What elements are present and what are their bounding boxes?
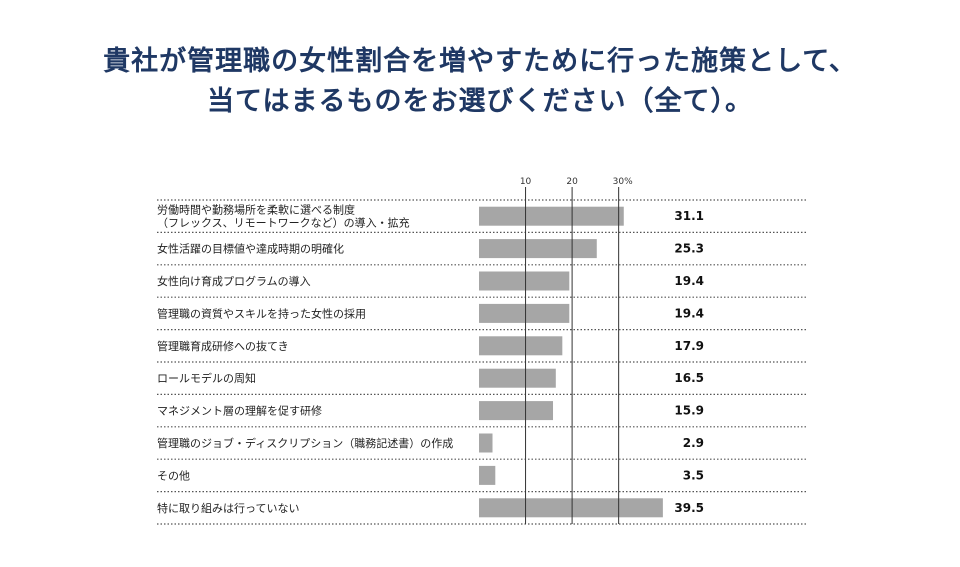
value-label: 15.9 [674,404,704,418]
value-label: 3.5 [683,468,704,482]
bar [479,271,570,291]
tick-label: 30% [613,177,633,187]
category-label: 管理職のジョブ・ディスクリプション（職務記述書）の作成 [157,436,453,450]
chart-title: 貴社が管理職の女性割合を増やすために行った施策として、 当てはまるものをお選びく… [0,42,960,122]
bar [479,336,563,356]
category-label: その他 [157,469,190,482]
bar [479,239,597,259]
tick-label: 10 [520,177,532,187]
category-label: 労働時間や勤務場所を柔軟に選べる制度 [157,203,355,217]
category-label: 女性活躍の目標値や達成時期の明確化 [157,242,344,256]
chart-title-line-1: 貴社が管理職の女性割合を増やすために行った施策として、 [103,46,857,77]
value-label: 25.3 [674,242,704,256]
value-label: 2.9 [683,436,704,450]
category-label: 女性向け育成プログラムの導入 [157,274,311,288]
value-label: 31.1 [674,209,704,223]
bar [479,303,570,323]
category-label: 管理職育成研修への抜てき [157,339,289,353]
bar [479,368,556,388]
category-label: 特に取り組みは行っていない [157,501,299,515]
value-label: 39.5 [674,501,704,515]
chart-title-line-2: 当てはまるものをお選びください（全て）。 [207,86,753,117]
bar [479,498,663,518]
value-label: 19.4 [674,274,704,288]
value-label: 17.9 [674,339,704,353]
category-label: ロールモデルの周知 [157,371,256,385]
category-label: （フレックス、リモートワークなど）の導入・拡充 [157,216,410,230]
bar [479,465,496,485]
value-label: 16.5 [674,371,704,385]
value-label: 19.4 [674,306,704,320]
category-label: マネジメント層の理解を促す研修 [157,404,322,418]
tick-label: 20 [566,177,578,187]
bar [479,433,493,453]
category-label: 管理職の資質やスキルを持った女性の採用 [157,306,366,320]
bar [479,206,624,226]
bar [479,401,554,421]
